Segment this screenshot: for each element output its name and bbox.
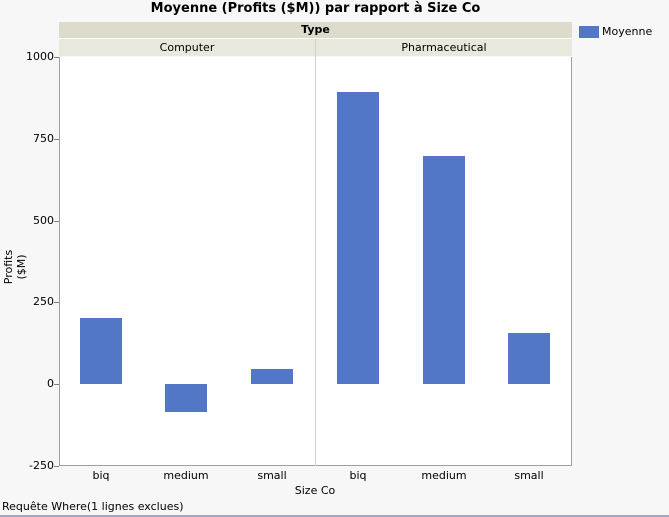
y-tick xyxy=(54,221,59,222)
y-tick xyxy=(54,139,59,140)
y-tick-label: 0 xyxy=(47,377,54,390)
y-tick xyxy=(54,384,59,385)
x-axis-title: Size Co xyxy=(294,484,336,497)
y-tick-label: 250 xyxy=(33,295,54,308)
bar-pharma-medium xyxy=(423,156,465,384)
bar-computer-small xyxy=(251,369,293,384)
bar-pharma-big xyxy=(337,92,379,384)
y-tick xyxy=(54,466,59,467)
chart-title: Moyenne (Profits ($M)) par rapport à Siz… xyxy=(150,1,481,16)
y-tick-label: 500 xyxy=(33,214,54,227)
x-tick-label: small xyxy=(514,469,544,482)
where-clause-note: Requête Where(1 lignes exclues) xyxy=(2,500,184,513)
bar-pharma-small xyxy=(508,333,550,384)
group-header-type: Type xyxy=(59,22,572,39)
x-tick-label: biq xyxy=(349,469,367,482)
panel-divider xyxy=(315,39,316,466)
y-tick-label: 750 xyxy=(33,132,54,145)
x-tick-label: medium xyxy=(421,469,467,482)
bar-computer-big xyxy=(80,318,122,384)
y-tick xyxy=(54,57,59,58)
x-tick-label: medium xyxy=(163,469,209,482)
legend-swatch xyxy=(579,25,599,38)
group-header-computer: Computer xyxy=(59,39,315,56)
bar-computer-medium xyxy=(165,384,207,412)
y-axis-title: Profits ($M) xyxy=(2,249,28,285)
y-tick-label: -250 xyxy=(29,459,54,472)
x-tick-label: small xyxy=(257,469,287,482)
bottom-border xyxy=(0,515,669,517)
x-tick-label: biq xyxy=(92,469,110,482)
legend: Moyenne xyxy=(579,25,652,38)
y-tick-label: 1000 xyxy=(26,50,54,63)
y-tick xyxy=(54,302,59,303)
group-header-pharmaceutical: Pharmaceutical xyxy=(316,39,572,56)
legend-label: Moyenne xyxy=(602,25,653,38)
